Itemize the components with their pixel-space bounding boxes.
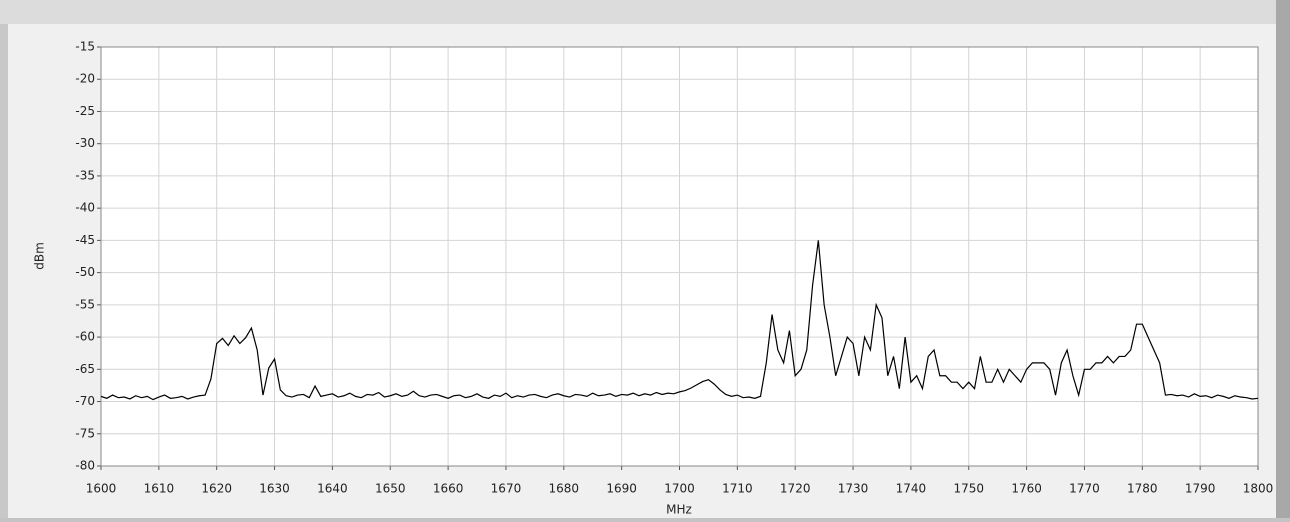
y-tick-label: -60 <box>75 330 95 344</box>
panel-top <box>0 0 1290 24</box>
x-axis-label: MHz <box>666 503 692 517</box>
x-tick-label: 1760 <box>1011 482 1042 496</box>
x-tick-label: 1800 <box>1243 482 1274 496</box>
y-tick-label: -50 <box>75 265 95 279</box>
y-tick-label: -30 <box>75 136 95 150</box>
x-tick-label: 1610 <box>144 482 175 496</box>
y-tick-label: -25 <box>75 104 95 118</box>
x-tick-label: 1730 <box>838 482 869 496</box>
x-tick-label: 1630 <box>259 482 290 496</box>
y-tick-label: -80 <box>75 459 95 473</box>
x-tick-label: 1790 <box>1185 482 1216 496</box>
plot-border <box>100 46 1259 467</box>
x-tick-label: 1770 <box>1069 482 1100 496</box>
y-tick-label: -55 <box>75 297 95 311</box>
y-axis-label: dBm <box>33 242 47 270</box>
y-tick-label: -45 <box>75 233 95 247</box>
x-tick-label: 1640 <box>317 482 348 496</box>
spectrum-line <box>100 240 1259 401</box>
y-tick-label: -65 <box>75 362 95 376</box>
x-tick-label: 1720 <box>780 482 811 496</box>
x-tick-label: 1620 <box>201 482 232 496</box>
y-tick-label: -40 <box>75 201 95 215</box>
x-tick-label: 1660 <box>433 482 464 496</box>
y-tick-label: -15 <box>75 40 95 54</box>
x-tick-label: 1700 <box>664 482 695 496</box>
y-tick-label: -20 <box>75 72 95 86</box>
x-tick-label: 1650 <box>375 482 406 496</box>
y-tick-label: -35 <box>75 168 95 182</box>
x-tick-label: 1670 <box>491 482 522 496</box>
x-tick-label: 1680 <box>549 482 580 496</box>
panel-edge <box>1276 0 1290 518</box>
y-tick-label: -70 <box>75 394 95 408</box>
x-tick-label: 1740 <box>896 482 927 496</box>
x-tick-label: 1690 <box>606 482 637 496</box>
x-tick-label: 1600 <box>86 482 117 496</box>
x-tick-label: 1710 <box>722 482 753 496</box>
x-tick-label: 1780 <box>1127 482 1158 496</box>
y-tick-label: -75 <box>75 426 95 440</box>
x-tick-label: 1750 <box>953 482 984 496</box>
